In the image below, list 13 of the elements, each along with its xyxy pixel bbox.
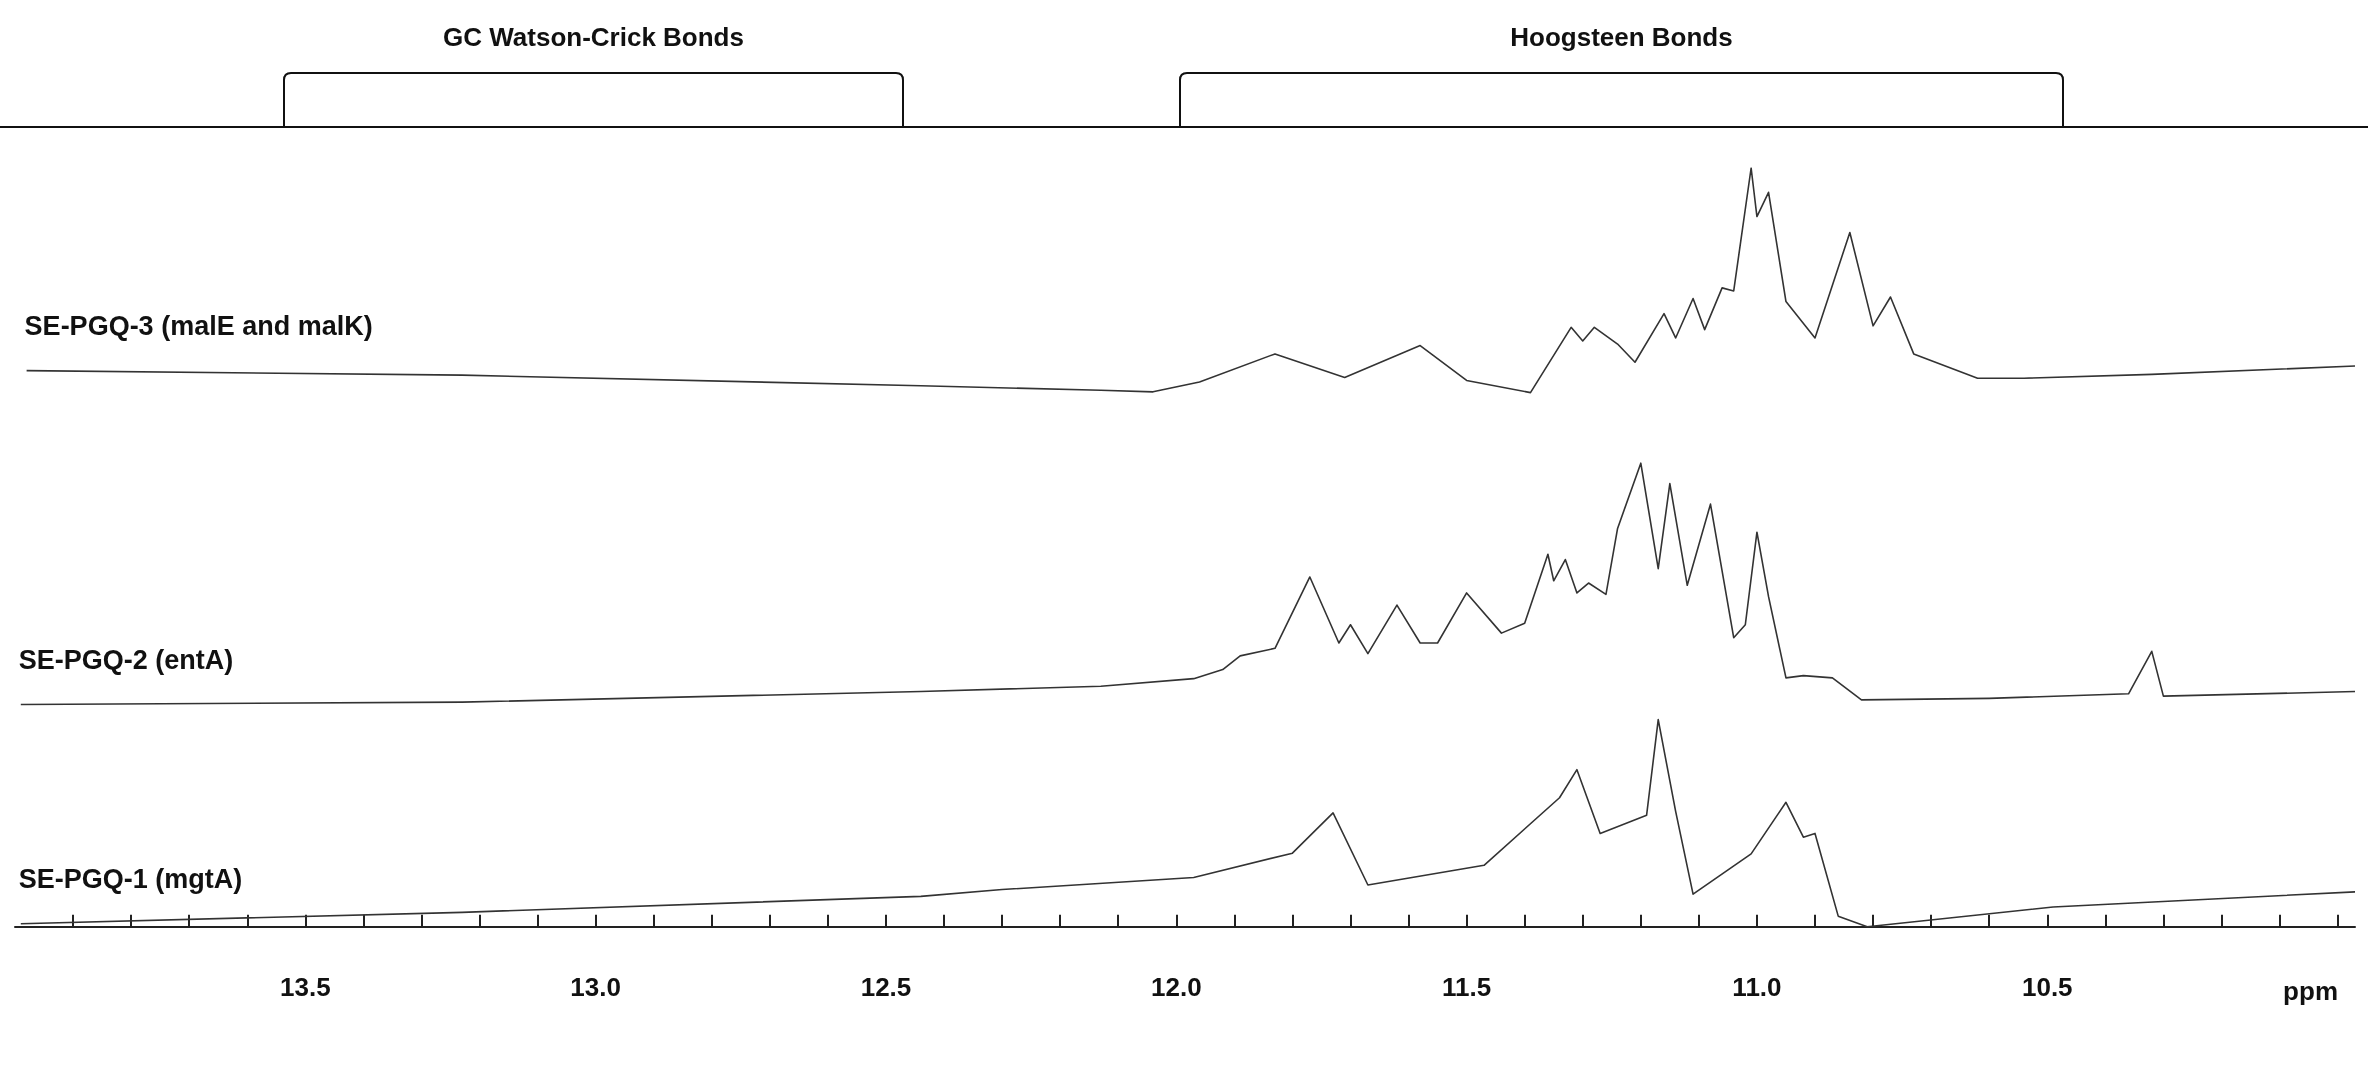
series-label: SE-PGQ-2 (entA) [18, 644, 234, 675]
x-tick-label: 13.5 [280, 972, 331, 1002]
series-label: SE-PGQ-1 (mgtA) [18, 864, 243, 895]
x-axis-title: ppm [2283, 976, 2339, 1006]
x-tick-label: 11.0 [1732, 972, 1782, 1002]
x-tick-label: 12.5 [860, 972, 912, 1002]
text: GC Watson-Crick Bonds [442, 22, 745, 53]
x-tick-label: 11.5 [1442, 972, 1492, 1002]
series-label: SE-PGQ-3 (malE and malK) [24, 311, 373, 342]
text: Hoogsteen Bonds [1509, 22, 1734, 53]
x-tick-label: 10.5 [2021, 972, 2073, 1002]
x-tick-label: 12.0 [1150, 972, 1202, 1002]
x-tick-label: 13.0 [570, 972, 621, 1002]
